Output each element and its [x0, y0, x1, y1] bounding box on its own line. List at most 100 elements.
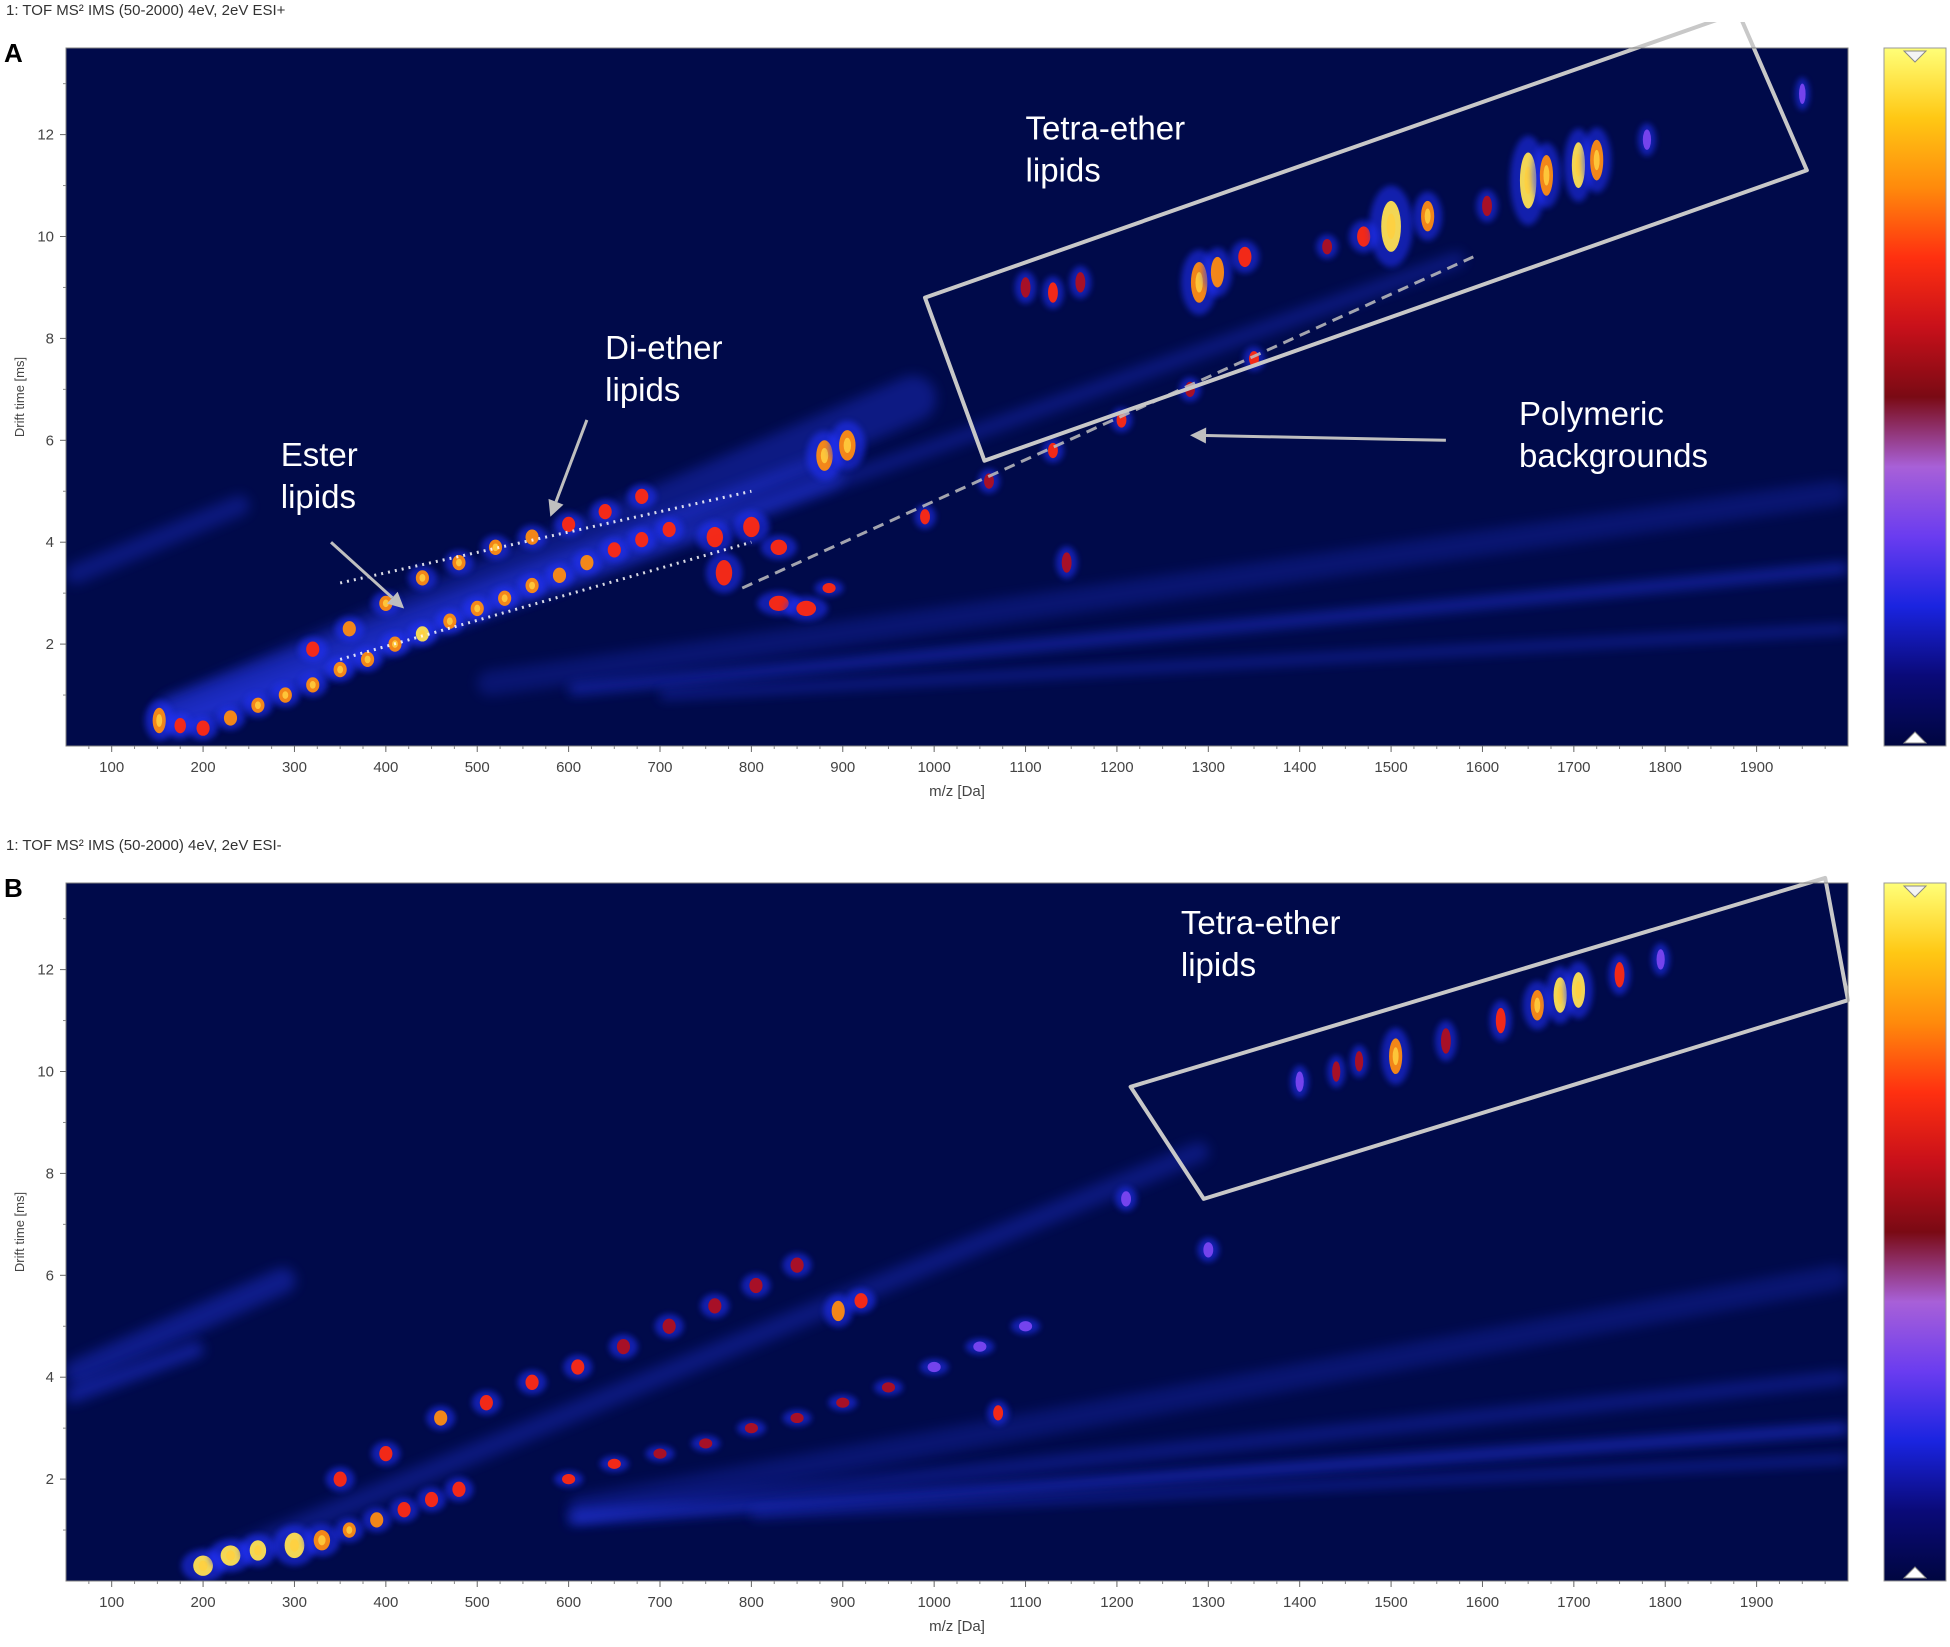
- peak: [790, 1257, 804, 1273]
- x-tick-label: 1900: [1740, 1594, 1773, 1611]
- annotation-label-line1: Polymeric: [1519, 395, 1664, 432]
- y-tick-label: 6: [46, 432, 54, 449]
- annotation-arrowhead: [386, 591, 405, 609]
- annotation-arrow: [1205, 434, 1446, 442]
- peak: [743, 516, 760, 538]
- annotation-label-line2: lipids: [1181, 946, 1256, 983]
- colorbar-bottom-handle-icon: [1902, 1566, 1928, 1579]
- peak: [424, 1491, 439, 1508]
- peak-core: [446, 617, 453, 625]
- peak-core: [1557, 986, 1564, 1005]
- peak: [1018, 1321, 1033, 1332]
- peak: [653, 1448, 667, 1459]
- peak-core: [1392, 1047, 1399, 1066]
- peak-core: [501, 594, 508, 603]
- peak: [1210, 256, 1225, 288]
- peak: [984, 473, 994, 489]
- panel-a-letter: A: [4, 38, 23, 68]
- peak: [1075, 272, 1086, 293]
- y-tick-label: 2: [46, 1471, 54, 1488]
- x-tick-label: 1500: [1374, 759, 1407, 776]
- colorbar-top-handle-icon: [1902, 885, 1928, 898]
- y-tick-label: 6: [46, 1267, 54, 1284]
- peak: [699, 1438, 713, 1449]
- trend-band: [66, 1341, 204, 1403]
- peak-core: [254, 1545, 262, 1556]
- y-tick-label: 12: [37, 962, 54, 979]
- trend-band: [568, 1264, 1848, 1521]
- peak: [1354, 1051, 1364, 1072]
- tetra-ether-region-box: [923, 22, 1809, 463]
- x-tick-label: 600: [556, 759, 581, 776]
- annotation-label-line1: Tetra-ether: [1026, 110, 1186, 147]
- peak-core: [843, 437, 852, 454]
- peak: [196, 720, 210, 736]
- x-tick-label: 1800: [1649, 1594, 1682, 1611]
- x-tick-label: 500: [465, 1594, 490, 1611]
- peak: [854, 1293, 868, 1309]
- x-tick-label: 900: [830, 1594, 855, 1611]
- peak: [479, 1395, 493, 1411]
- x-tick-label: 1400: [1283, 1594, 1316, 1611]
- trend-band: [568, 1370, 1848, 1522]
- peak: [525, 529, 539, 545]
- peak: [1332, 1061, 1341, 1082]
- trend-band: [568, 1424, 1848, 1524]
- x-tick-label: 900: [830, 759, 855, 776]
- trend-band: [568, 563, 1848, 695]
- peak: [452, 1481, 466, 1497]
- peak: [881, 1382, 896, 1393]
- peak: [635, 488, 649, 504]
- peak: [706, 526, 724, 548]
- x-axis-label: m/z [Da]: [929, 1618, 985, 1635]
- peak: [333, 1471, 347, 1487]
- y-tick-label: 4: [46, 534, 54, 551]
- peak-core: [226, 1550, 235, 1561]
- panel-b-title: 1: TOF MS² IMS (50-2000) 4eV, 2eV ESI-: [6, 837, 282, 854]
- x-tick-label: 200: [191, 1594, 216, 1611]
- peak: [370, 1512, 384, 1528]
- peak: [744, 1423, 758, 1434]
- y-axis-label: Drift time [ms]: [12, 357, 27, 437]
- x-tick-label: 1100: [1009, 1594, 1041, 1611]
- peak-core: [1593, 149, 1600, 171]
- x-tick-label: 1700: [1557, 1594, 1590, 1611]
- y-tick-label: 12: [37, 127, 54, 144]
- peak-core: [318, 1535, 326, 1546]
- peak: [1238, 246, 1252, 268]
- peak: [1495, 1007, 1506, 1034]
- peak: [715, 560, 733, 586]
- dashed-guide-line: [741, 255, 1474, 590]
- x-tick-label: 100: [99, 759, 124, 776]
- peak: [1614, 961, 1625, 988]
- peak: [434, 1410, 448, 1426]
- x-tick-label: 1700: [1557, 759, 1590, 776]
- x-tick-label: 1800: [1649, 759, 1682, 776]
- peak-core: [198, 1560, 208, 1571]
- trend-band: [477, 480, 1848, 696]
- x-tick-label: 1000: [917, 1594, 950, 1611]
- x-tick-label: 1500: [1374, 1594, 1407, 1611]
- peak: [616, 1338, 631, 1355]
- peak: [607, 1458, 621, 1469]
- x-tick-label: 700: [647, 759, 672, 776]
- colorbar: [1883, 882, 1947, 1582]
- peak-core: [1424, 208, 1431, 224]
- peak: [1440, 1028, 1451, 1054]
- x-tick-label: 100: [99, 1594, 124, 1611]
- y-tick-label: 10: [37, 229, 54, 246]
- peak: [571, 1359, 585, 1375]
- peak: [790, 1412, 804, 1424]
- annotation-label-line1: Tetra-ether: [1181, 904, 1341, 941]
- peak: [973, 1341, 987, 1352]
- peak: [1048, 282, 1058, 303]
- annotation-label-line1: Ester: [281, 436, 358, 473]
- x-tick-label: 1400: [1283, 759, 1316, 776]
- x-tick-label: 1100: [1009, 759, 1041, 776]
- peak: [1295, 1071, 1304, 1092]
- peak-core: [1575, 153, 1582, 177]
- peak: [174, 717, 186, 734]
- trend-band: [66, 495, 250, 585]
- trend-band: [66, 1267, 296, 1385]
